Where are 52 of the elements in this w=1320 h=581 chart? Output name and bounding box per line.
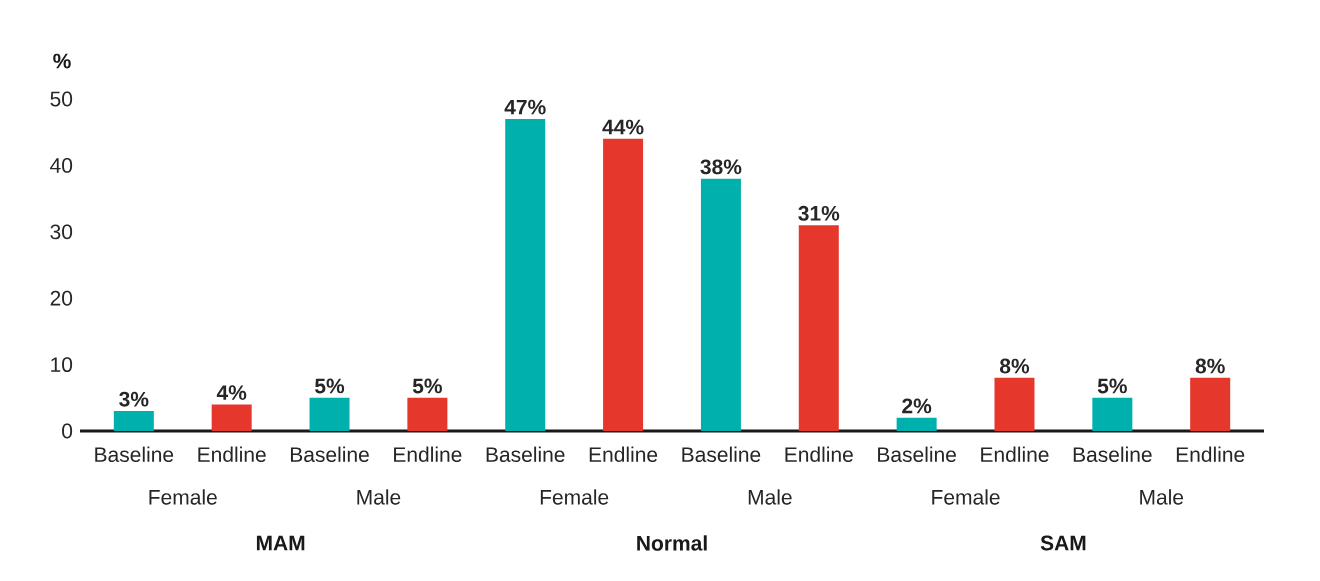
bar [700,178,741,431]
x-tick-label: Baseline [1073,446,1152,463]
y-tick-label: 30 [50,224,73,240]
x-tick-label: Endline [1176,446,1245,463]
bar [896,417,937,431]
data-label: 3% [119,391,149,407]
y-tick-label: 50 [50,91,73,107]
bar [1092,397,1133,431]
text: Male [1140,489,1184,505]
text: Male [357,489,401,505]
y-tick-label: 10 [51,357,73,373]
text: Female [540,489,609,505]
data-label: 31% [798,205,840,221]
data-label: 5% [1097,378,1127,394]
data-label: 2% [902,398,932,414]
x-tick-label: Baseline [878,446,956,463]
x-tick-label: Baseline [682,446,761,463]
text: Female [149,489,217,505]
bar [309,397,350,431]
x-tick-label: Baseline [486,446,565,463]
x-tick-label: Baseline [95,446,174,463]
text: Male [748,489,792,505]
data-label: 44% [602,119,644,135]
y-tick-label: 40 [50,157,73,173]
bar [211,404,252,431]
x-tick-label: Endline [198,446,266,463]
bar [113,411,154,431]
x-tick-label: Endline [394,446,462,463]
data-label: 38% [700,159,742,175]
data-label: 5% [315,378,345,394]
bar [505,118,546,431]
bar [603,138,644,431]
y-tick-label: 0 [62,423,73,439]
data-label: 5% [412,378,442,394]
y-tick-label: 20 [50,290,73,306]
x-tick-label: Baseline [290,446,369,463]
data-label: 8% [999,358,1030,374]
y-axis-title: % [53,53,71,69]
text: Normal [637,535,707,551]
x-tick-label: Endline [785,446,853,463]
x-tick-label: Endline [981,446,1049,463]
bar [1190,377,1231,431]
data-label: 47% [504,99,546,115]
bar [407,397,448,431]
x-tick-label: Endline [589,446,658,463]
bar [994,377,1035,431]
text: SAM [1040,535,1086,551]
bar [798,225,839,431]
text: MAM [256,535,305,551]
data-label: 8% [1195,358,1225,374]
data-label: 4% [216,385,247,401]
text: Female [932,489,1000,505]
